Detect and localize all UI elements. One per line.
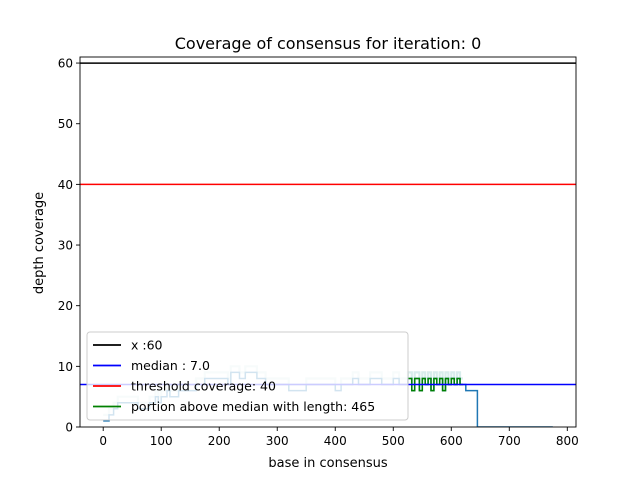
y-tick-label: 40 [58,178,73,192]
x-tick-label: 800 [556,434,579,448]
y-tick-label: 10 [58,360,73,374]
x-tick-label: 300 [266,434,289,448]
x-tick-label: 600 [440,434,463,448]
axes: 0 100 200 300 400 500 600 700 800 0 10 20 30 40 50 60 [58,56,579,448]
legend-label: threshold coverage: 40 [131,379,276,394]
x-tick-label: 400 [324,434,347,448]
x-tick-label: 700 [498,434,521,448]
y-tick-label: 60 [58,57,73,71]
y-tick-label: 50 [58,117,73,131]
legend: x :60 median : 7.0 threshold coverage: 40 p… [86,331,409,421]
legend-label: x :60 [131,338,163,353]
y-tick-label: 0 [65,421,73,435]
legend-label: portion above median with length: 465 [131,399,375,414]
series-1-line [407,377,463,392]
x-tick-label: 100 [150,434,173,448]
axes-frame [79,56,577,428]
y-tick-label: 30 [58,239,73,253]
x-tick-label: 200 [208,434,231,448]
x-tick-label: 0 [99,434,107,448]
y-axis-label: depth coverage [32,192,47,294]
x-tick-label: 500 [382,434,405,448]
legend-label: median : 7.0 [131,358,210,373]
x-axis-label: base in consensus [268,456,387,471]
chart-title: Coverage of consensus for iteration: 0 [175,34,482,53]
legend-box [86,331,409,421]
y-tick-label: 20 [58,299,73,313]
